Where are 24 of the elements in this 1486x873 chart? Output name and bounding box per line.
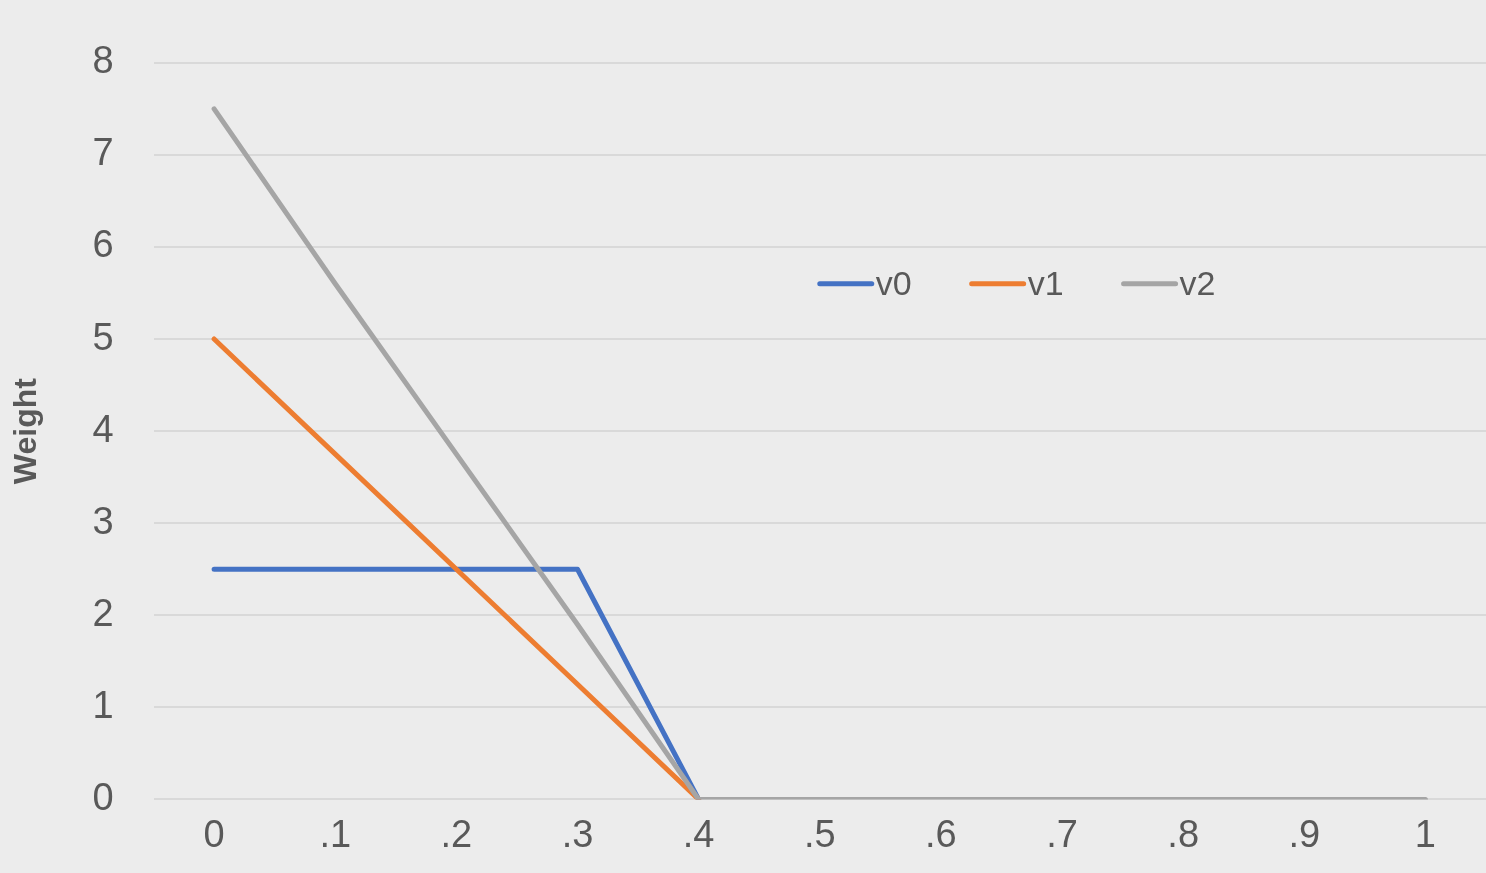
x-tick-label: .5 [803,812,836,855]
x-tick-label: .8 [1167,812,1200,855]
x-tick-label: 0 [203,812,225,855]
y-tick-label: 0 [92,775,114,818]
legend-label: v1 [1027,264,1064,303]
y-tick-label: 1 [92,683,114,726]
y-axis-title: Weight [7,377,44,485]
x-tick-label: .6 [925,812,957,855]
legend-label: v2 [1179,264,1216,303]
x-tick-label: .3 [561,812,594,855]
x-tick-label: .2 [440,812,473,855]
y-tick-label: 5 [92,315,114,358]
legend-label: v0 [875,264,912,303]
x-tick-label: .7 [1046,812,1078,855]
y-tick-label: 4 [92,407,114,450]
x-tick-label: 1 [1414,812,1436,855]
y-tick-label: 8 [92,39,114,82]
x-tick-label: .4 [682,812,715,855]
y-tick-label: 7 [92,131,114,174]
y-tick-label: 3 [92,499,114,542]
x-tick-label: .9 [1288,812,1321,855]
y-tick-label: 2 [92,591,114,634]
x-tick-label: .1 [319,812,352,855]
y-tick-label: 6 [92,223,114,266]
